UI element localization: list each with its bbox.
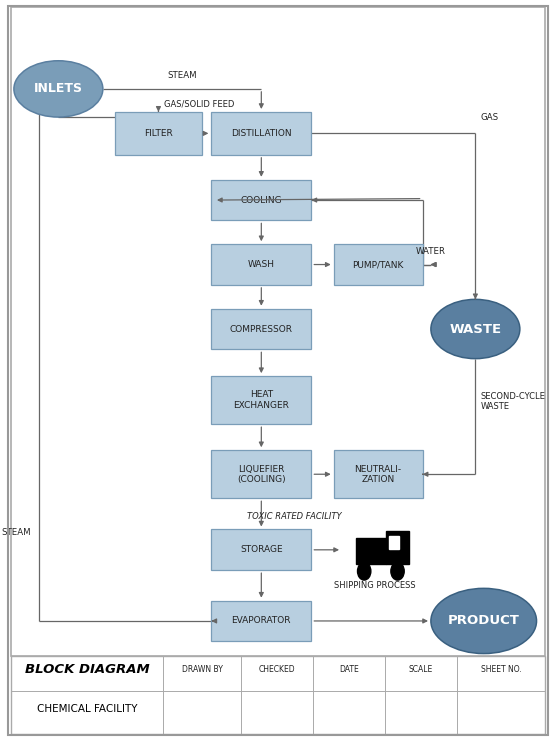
FancyBboxPatch shape	[356, 538, 386, 564]
Text: CHECKED: CHECKED	[259, 665, 295, 674]
Ellipse shape	[431, 588, 537, 654]
Ellipse shape	[431, 299, 520, 359]
FancyBboxPatch shape	[211, 450, 311, 498]
FancyBboxPatch shape	[115, 112, 201, 155]
Circle shape	[358, 562, 371, 580]
FancyBboxPatch shape	[211, 308, 311, 349]
Text: SECOND-CYCLE
WASTE: SECOND-CYCLE WASTE	[481, 392, 546, 411]
Text: EVAPORATOR: EVAPORATOR	[231, 617, 291, 625]
FancyBboxPatch shape	[211, 529, 311, 571]
Text: WASTE: WASTE	[449, 322, 502, 336]
Text: NEUTRALI-
ZATION: NEUTRALI- ZATION	[355, 465, 401, 484]
Text: BLOCK DIAGRAM: BLOCK DIAGRAM	[25, 663, 150, 677]
Text: SCALE: SCALE	[409, 665, 433, 674]
FancyBboxPatch shape	[211, 244, 311, 285]
Text: PUMP/TANK: PUMP/TANK	[353, 260, 404, 269]
Text: DATE: DATE	[339, 665, 359, 674]
Text: COMPRESSOR: COMPRESSOR	[230, 325, 293, 333]
Text: TOXIC RATED FACILITY: TOXIC RATED FACILITY	[247, 512, 342, 521]
FancyBboxPatch shape	[11, 656, 545, 734]
Text: DRAWN BY: DRAWN BY	[182, 665, 222, 674]
FancyBboxPatch shape	[386, 531, 409, 564]
Text: CHEMICAL FACILITY: CHEMICAL FACILITY	[37, 704, 138, 714]
Ellipse shape	[14, 61, 103, 117]
Text: WATER: WATER	[416, 247, 445, 256]
FancyBboxPatch shape	[11, 7, 545, 656]
Text: DISTILLATION: DISTILLATION	[231, 129, 292, 138]
Text: GAS: GAS	[481, 113, 499, 122]
Text: FILTER: FILTER	[144, 129, 173, 138]
Text: COOLING: COOLING	[241, 196, 282, 205]
Text: GAS/SOLID FEED: GAS/SOLID FEED	[164, 99, 235, 108]
FancyBboxPatch shape	[334, 450, 423, 498]
Circle shape	[391, 562, 404, 580]
Text: PRODUCT: PRODUCT	[448, 614, 520, 628]
Text: LIQUEFIER
(COOLING): LIQUEFIER (COOLING)	[237, 465, 286, 484]
Text: HEAT
EXCHANGER: HEAT EXCHANGER	[234, 391, 289, 410]
FancyBboxPatch shape	[334, 244, 423, 285]
Text: INLETS: INLETS	[34, 82, 83, 96]
Text: WASH: WASH	[248, 260, 275, 269]
Text: STORAGE: STORAGE	[240, 545, 282, 554]
FancyBboxPatch shape	[211, 180, 311, 221]
FancyBboxPatch shape	[389, 536, 399, 548]
FancyBboxPatch shape	[211, 600, 311, 641]
FancyBboxPatch shape	[211, 112, 311, 155]
Text: SHEET NO.: SHEET NO.	[481, 665, 522, 674]
Text: STEAM: STEAM	[1, 528, 31, 536]
Text: STEAM: STEAM	[167, 71, 197, 80]
FancyBboxPatch shape	[211, 376, 311, 424]
Text: SHIPPING PROCESS: SHIPPING PROCESS	[335, 581, 416, 591]
